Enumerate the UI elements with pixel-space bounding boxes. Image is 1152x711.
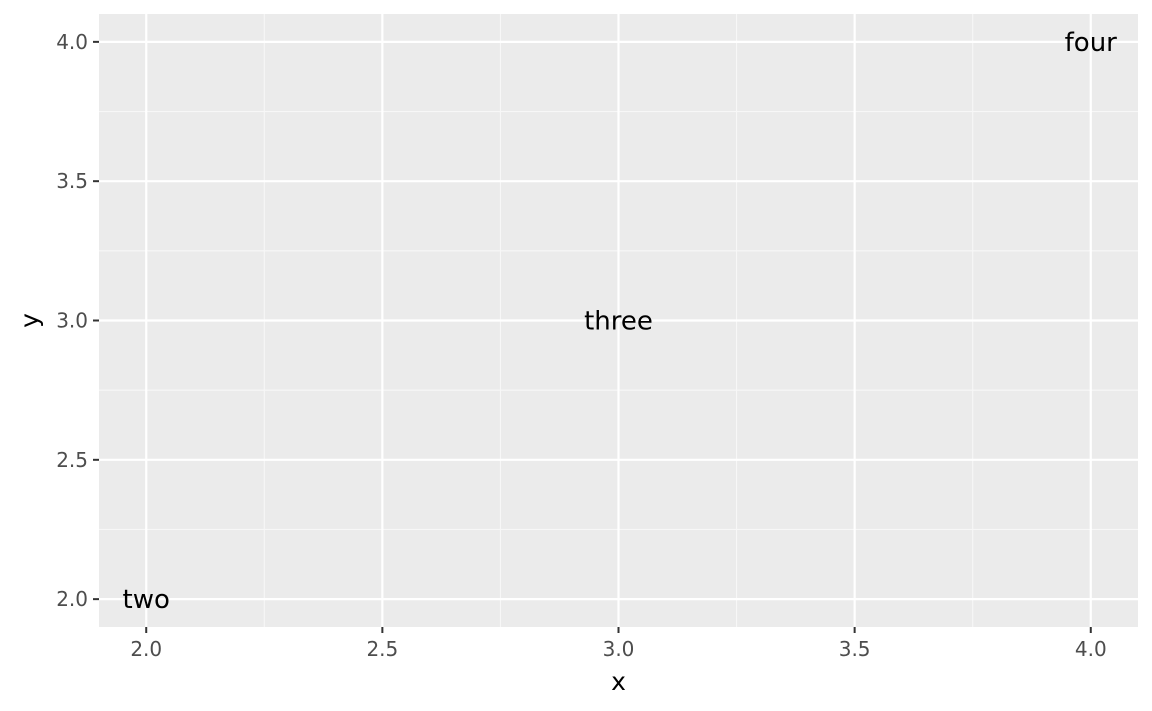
- point-label-three: three: [584, 307, 653, 337]
- x-tick-label: 2.5: [366, 637, 398, 661]
- y-axis: 2.0 2.5 3.0 3.5 4.0: [56, 30, 99, 611]
- major-grid: [99, 14, 1138, 627]
- x-axis-title: x: [611, 667, 626, 696]
- x-tick-label: 3.0: [603, 637, 635, 661]
- x-tick-label: 2.0: [130, 637, 162, 661]
- x-axis: 2.0 2.5 3.0 3.5 4.0: [130, 627, 1107, 661]
- point-labels: two three four: [123, 28, 1118, 615]
- y-tick-label: 3.5: [56, 169, 88, 193]
- y-tick-label: 2.5: [56, 448, 88, 472]
- y-tick-label: 3.0: [56, 309, 88, 333]
- point-label-two: two: [123, 585, 170, 615]
- x-tick-label: 4.0: [1075, 637, 1107, 661]
- y-tick-label: 2.0: [56, 587, 88, 611]
- x-tick-label: 3.5: [839, 637, 871, 661]
- point-label-four: four: [1065, 28, 1118, 58]
- y-tick-label: 4.0: [56, 30, 88, 54]
- y-axis-title: y: [15, 313, 44, 328]
